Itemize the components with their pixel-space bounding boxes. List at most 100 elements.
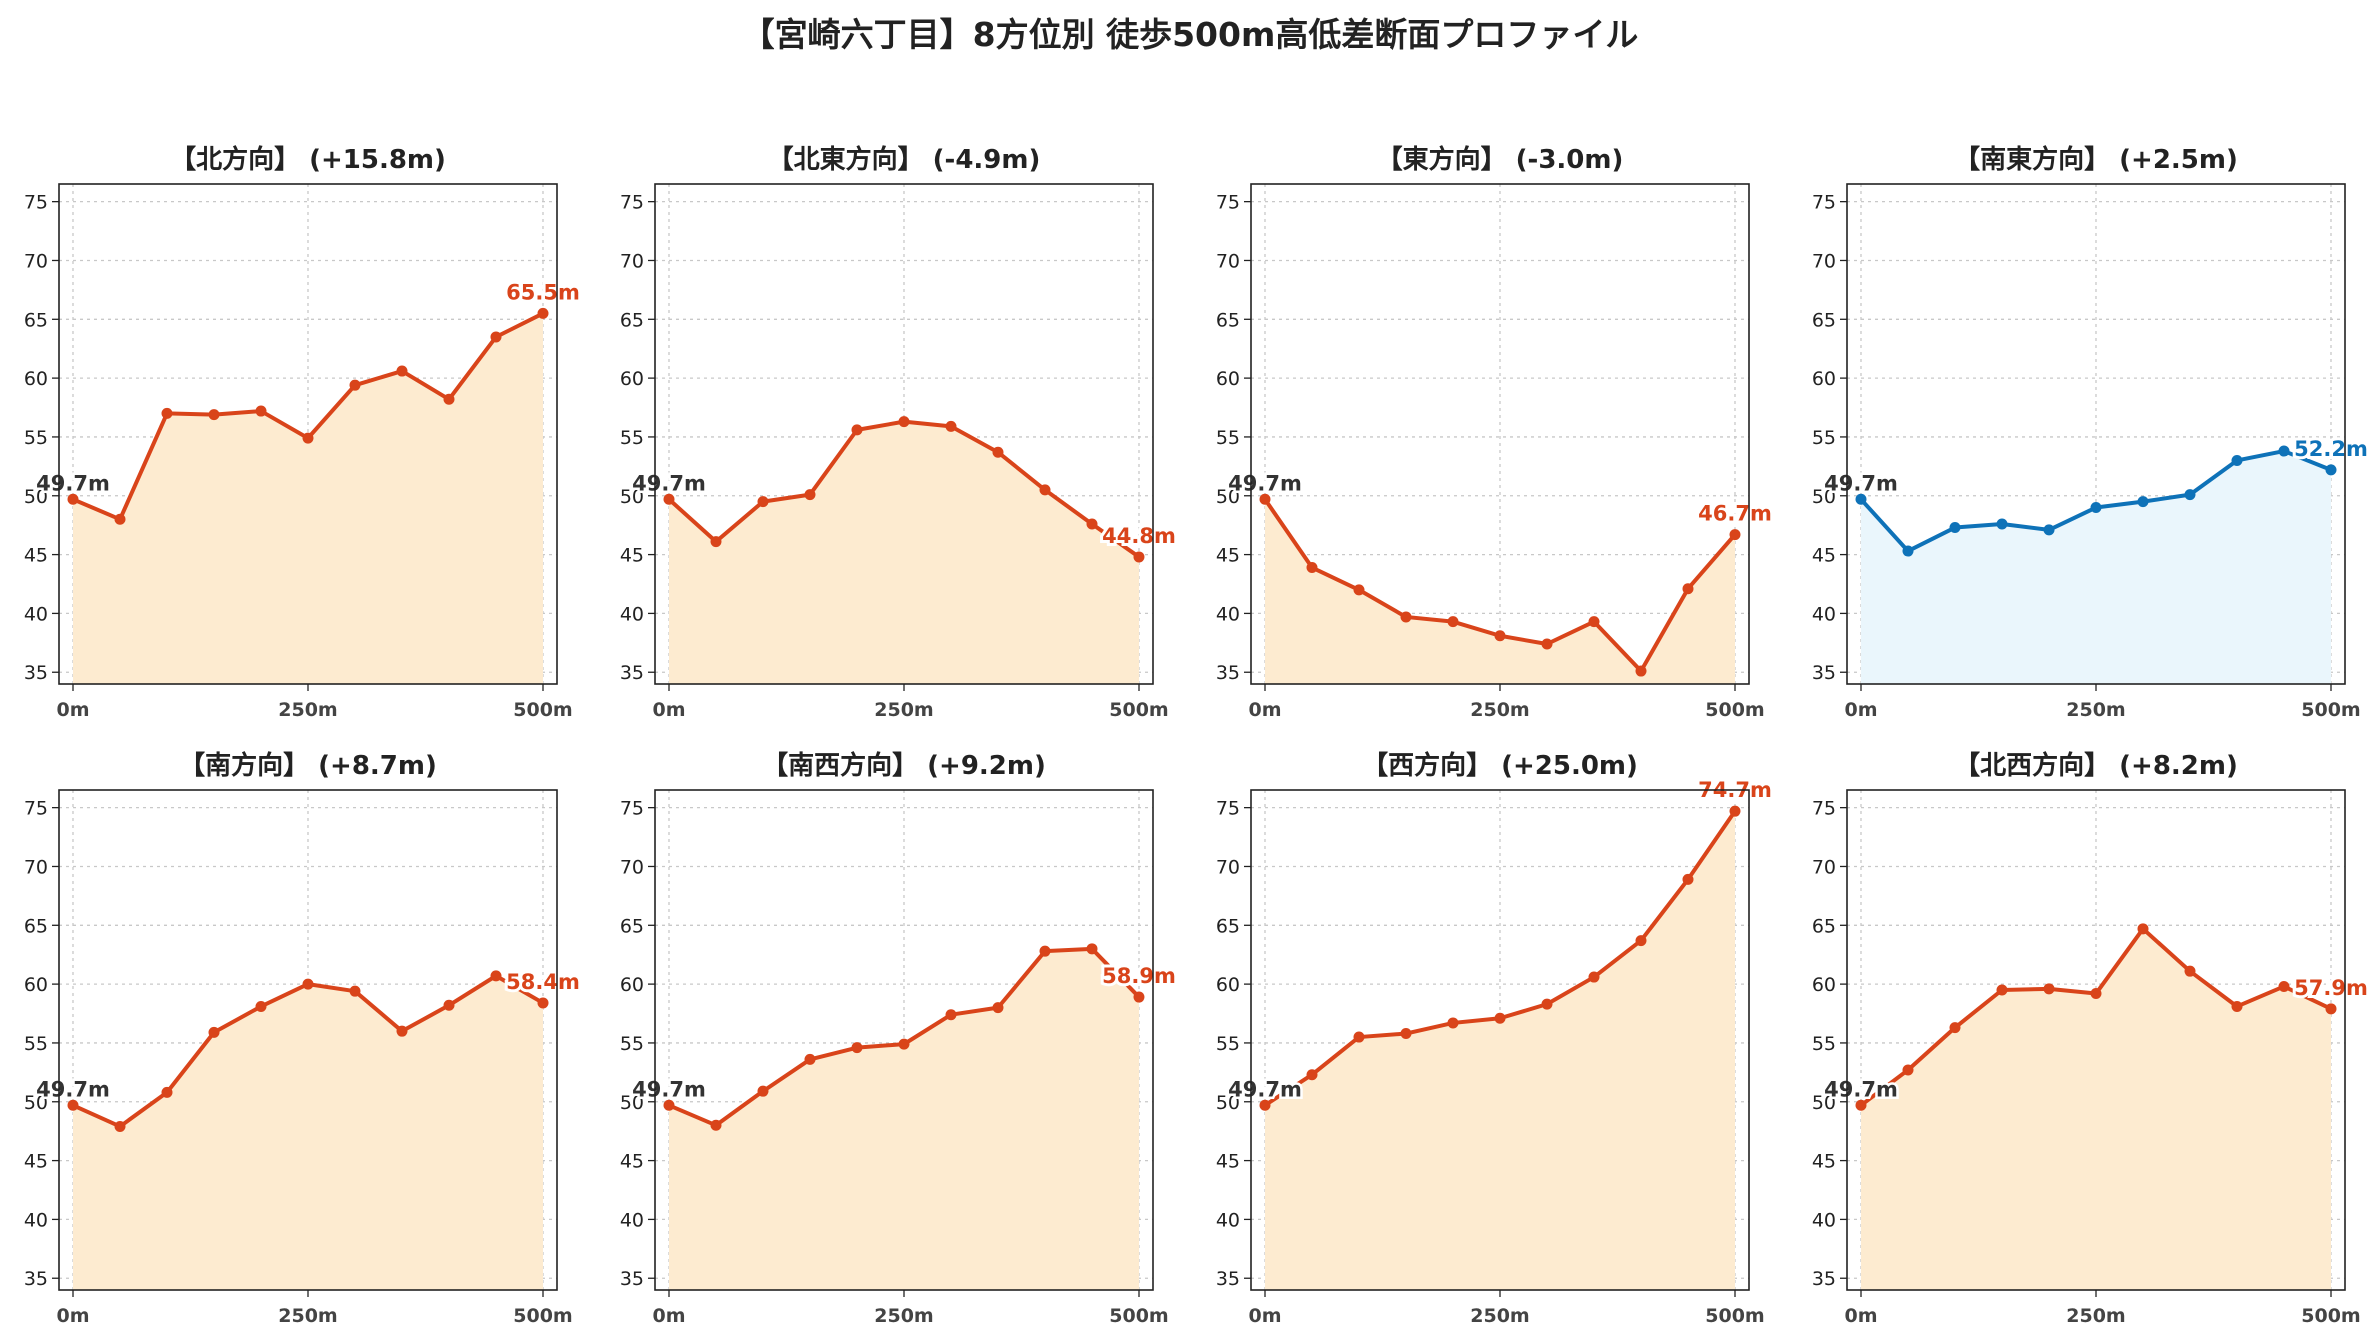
y-tick-label: 50 (1216, 1092, 1240, 1114)
y-tick-label: 70 (1216, 856, 1240, 878)
data-point (1635, 935, 1647, 947)
y-tick-label: 35 (620, 662, 644, 684)
y-tick-label: 60 (1216, 974, 1240, 996)
y-tick-label: 50 (1216, 486, 1240, 508)
data-point (1682, 583, 1694, 595)
data-point (1353, 1031, 1365, 1043)
y-tick-label: 35 (1216, 662, 1240, 684)
chart-panel-7: 【北西方向】 (+8.2m) 35 40 45 50 55 60 65 70 75 0m 250m 50… (1812, 750, 2371, 1327)
data-point (1039, 945, 1051, 957)
data-point (1996, 984, 2008, 996)
data-point (992, 1002, 1004, 1014)
plot-frame (1846, 789, 2346, 1291)
panel-title: 【南東方向】 (+2.5m) (1954, 144, 2238, 175)
y-tick-label: 50 (24, 1092, 48, 1114)
data-point (1729, 529, 1741, 541)
panel-title: 【南西方向】 (+9.2m) (762, 750, 1046, 781)
data-point (992, 446, 1004, 458)
data-point (396, 365, 408, 377)
y-tick-label: 55 (1812, 427, 1836, 449)
data-point (710, 1119, 722, 1131)
y-tick-label: 70 (24, 856, 48, 878)
y-tick-label: 55 (24, 427, 48, 449)
data-point (302, 432, 314, 444)
y-tick-label: 50 (24, 486, 48, 508)
data-point (1306, 562, 1318, 574)
end-value-label: 58.9m (1102, 964, 1176, 988)
data-point (2043, 524, 2055, 536)
data-point (804, 489, 816, 501)
data-point (161, 1086, 173, 1098)
data-point (302, 978, 314, 990)
elevation-area (73, 313, 543, 684)
panel-title: 【東方向】 (-3.0m) (1377, 144, 1624, 175)
data-point (349, 379, 361, 391)
y-tick-label: 60 (1216, 368, 1240, 390)
y-tick-label: 40 (1216, 1209, 1240, 1231)
data-point (898, 416, 910, 428)
data-point (396, 1025, 408, 1037)
data-point (1039, 484, 1051, 496)
start-value-label: 49.7m (1228, 471, 1302, 495)
data-point (537, 307, 549, 319)
data-point (2090, 988, 2102, 1000)
data-point (1133, 991, 1145, 1003)
data-point (208, 409, 220, 421)
y-tick-label: 55 (24, 1033, 48, 1055)
data-point (1133, 551, 1145, 563)
y-tick-label: 45 (1216, 1151, 1240, 1173)
y-tick-label: 60 (620, 974, 644, 996)
y-tick-label: 45 (1812, 1151, 1836, 1173)
end-value-label: 65.5m (506, 280, 580, 304)
end-value-label: 52.2m (2294, 437, 2368, 461)
x-tick-label: 0m (56, 699, 89, 721)
x-tick-label: 250m (1470, 1305, 1529, 1327)
y-tick-label: 75 (1812, 798, 1836, 820)
data-point (945, 420, 957, 432)
x-tick-label: 250m (874, 1305, 933, 1327)
data-point (1588, 616, 1600, 628)
y-tick-label: 55 (1216, 427, 1240, 449)
elevation-area (73, 975, 543, 1290)
y-tick-label: 45 (1812, 545, 1836, 567)
data-point (349, 985, 361, 997)
data-point (1259, 1099, 1271, 1111)
data-point (2231, 1000, 2243, 1012)
data-point (1729, 805, 1741, 817)
chart-panel-3: 【南東方向】 (+2.5m) 35 40 45 50 55 60 65 70 75 0m 250m 50… (1812, 144, 2371, 721)
y-tick-label: 50 (620, 486, 644, 508)
y-tick-label: 75 (24, 798, 48, 820)
data-point (443, 393, 455, 405)
data-point (1855, 1099, 1867, 1111)
data-point (663, 493, 675, 505)
data-point (1400, 611, 1412, 623)
end-value-label: 57.9m (2294, 976, 2368, 1000)
y-tick-label: 65 (1812, 915, 1836, 937)
y-tick-label: 35 (24, 662, 48, 684)
data-point (2043, 983, 2055, 995)
data-point (1086, 943, 1098, 955)
data-point (2325, 464, 2337, 476)
start-value-label: 49.7m (1228, 1077, 1302, 1101)
start-value-label: 49.7m (36, 1077, 110, 1101)
y-tick-label: 65 (1216, 915, 1240, 937)
data-point (2231, 454, 2243, 466)
panel-title: 【北西方向】 (+8.2m) (1954, 750, 2238, 781)
data-point (67, 1099, 79, 1111)
y-tick-label: 35 (1216, 1268, 1240, 1290)
plot-frame (1250, 183, 1750, 685)
y-tick-label: 40 (24, 603, 48, 625)
y-tick-label: 40 (620, 603, 644, 625)
y-tick-label: 65 (1812, 309, 1836, 331)
start-value-label: 49.7m (36, 471, 110, 495)
chart-panel-1: 【北東方向】 (-4.9m) 35 40 45 50 55 60 65 70 75 0m 250m 50… (620, 144, 1179, 721)
elevation-area (1861, 928, 2331, 1290)
data-point (208, 1026, 220, 1038)
data-point (1353, 584, 1365, 596)
data-point (114, 513, 126, 525)
y-tick-label: 70 (1216, 250, 1240, 272)
data-point (1902, 1064, 1914, 1076)
data-point (255, 1000, 267, 1012)
x-tick-label: 500m (1109, 699, 1168, 721)
